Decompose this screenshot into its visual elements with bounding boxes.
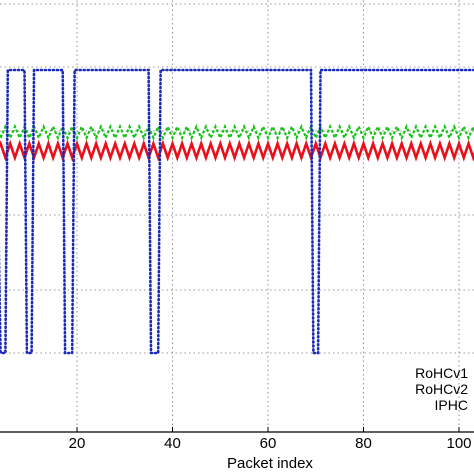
axes-frame [0,427,474,433]
x-tick-label: 40 [164,435,181,452]
grid-lines [0,0,474,432]
x-tick-label: 100 [446,435,471,452]
legend-label-iphc: IPHC [435,397,468,413]
series-line-rohcv1 [0,139,474,162]
legend-label-rohcv1: RoHCv1 [415,365,468,381]
x-axis-label: Packet index [227,455,313,472]
series-line-rohcv2 [0,123,474,141]
series-line-iphc [0,68,474,355]
series-lines [0,68,474,355]
x-tick-label: 60 [260,435,277,452]
legend-label-rohcv2: RoHCv2 [415,381,468,397]
x-tick-label: 20 [69,435,86,452]
x-tick-label: 80 [355,435,372,452]
x-tick-labels: 20 40 60 80 100 [69,435,472,452]
